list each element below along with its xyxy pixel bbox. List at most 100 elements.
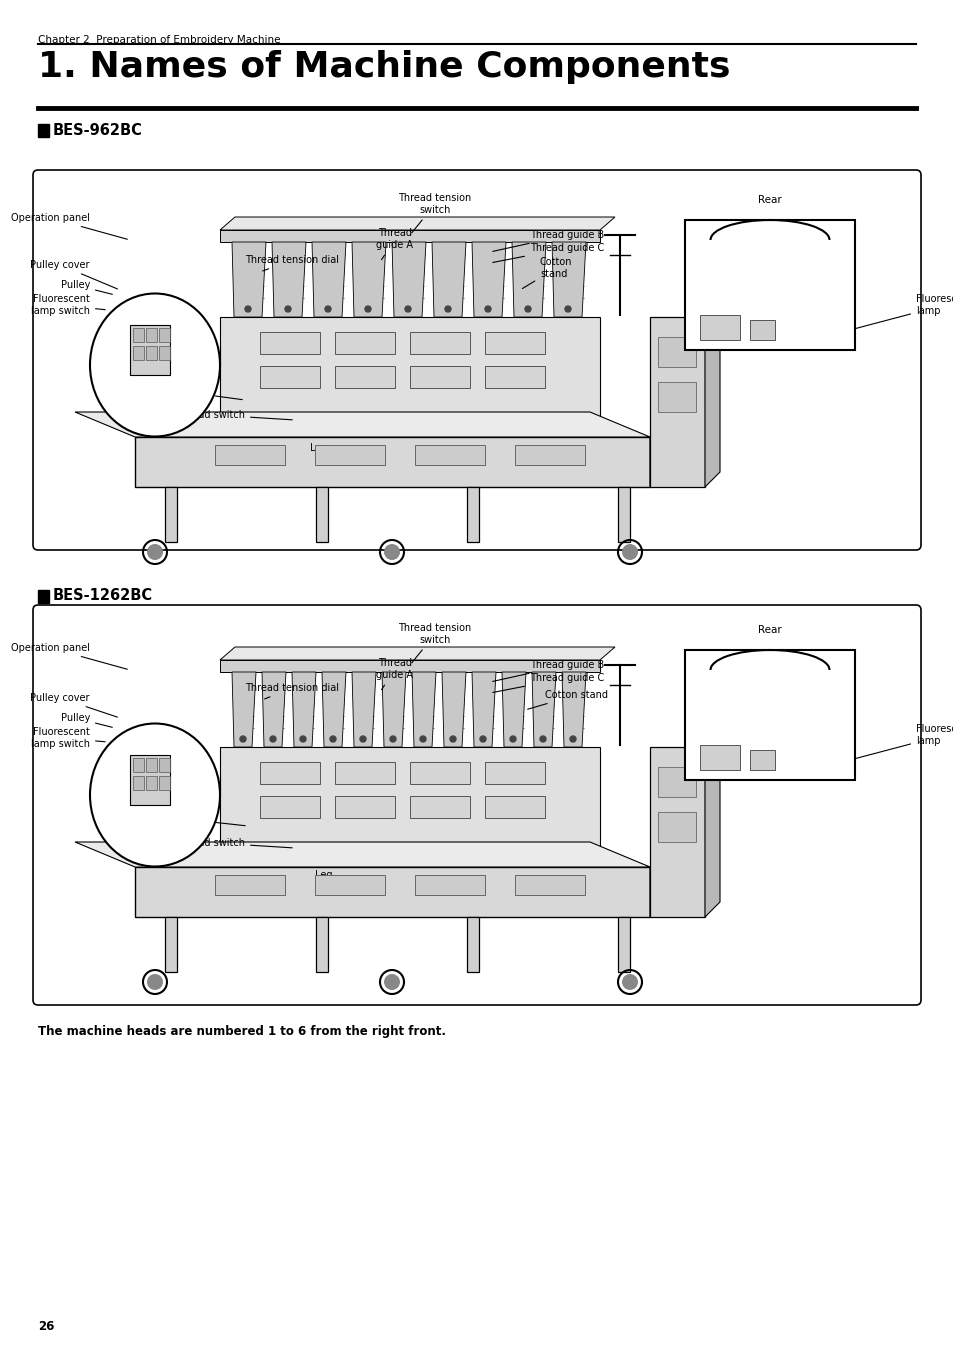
Circle shape <box>564 305 571 312</box>
Bar <box>260 762 319 784</box>
Bar <box>684 650 854 780</box>
FancyBboxPatch shape <box>33 170 920 550</box>
Bar <box>658 767 696 797</box>
Text: Control box: Control box <box>104 775 193 793</box>
Text: BES-962BC: BES-962BC <box>53 123 143 138</box>
Polygon shape <box>561 671 585 747</box>
Polygon shape <box>315 486 328 542</box>
Bar <box>415 875 484 894</box>
Text: Fluorescent
lamp: Fluorescent lamp <box>852 724 953 759</box>
Bar <box>38 124 49 136</box>
Ellipse shape <box>90 293 220 436</box>
Bar <box>484 332 544 354</box>
Circle shape <box>365 305 371 312</box>
Polygon shape <box>165 486 177 542</box>
Polygon shape <box>292 671 315 747</box>
Bar <box>415 444 484 465</box>
Bar <box>260 332 319 354</box>
Text: Head switch: Head switch <box>185 838 292 848</box>
Text: Fluorescent
lamp switch: Fluorescent lamp switch <box>30 295 105 316</box>
Text: Leg: Leg <box>314 870 333 881</box>
Polygon shape <box>220 747 599 867</box>
Text: Thread guide C: Thread guide C <box>492 243 603 262</box>
Polygon shape <box>441 671 465 747</box>
Bar <box>749 320 774 340</box>
Bar <box>410 796 470 817</box>
Polygon shape <box>392 242 426 317</box>
Bar <box>132 775 144 790</box>
Text: The machine heads are numbered 1 to 6 from the right front.: The machine heads are numbered 1 to 6 fr… <box>38 1025 446 1038</box>
Text: Cotton stand: Cotton stand <box>527 690 607 709</box>
Polygon shape <box>352 242 386 317</box>
Polygon shape <box>704 732 720 917</box>
Bar <box>159 328 170 342</box>
Polygon shape <box>704 303 720 486</box>
Bar <box>335 762 395 784</box>
Text: Pulley: Pulley <box>61 280 112 295</box>
Bar <box>214 444 285 465</box>
Circle shape <box>384 974 399 990</box>
Text: Rear: Rear <box>758 626 781 635</box>
Circle shape <box>299 736 306 742</box>
Text: Thread guide B: Thread guide B <box>492 230 603 251</box>
Circle shape <box>270 736 275 742</box>
Polygon shape <box>649 317 704 486</box>
Bar <box>515 875 584 894</box>
Bar <box>700 315 740 340</box>
Polygon shape <box>532 671 556 747</box>
Bar <box>159 775 170 790</box>
Circle shape <box>405 305 411 312</box>
Text: F table: F table <box>176 388 242 400</box>
Bar <box>146 758 157 771</box>
Polygon shape <box>220 317 599 436</box>
Bar <box>146 346 157 359</box>
Text: Thread
guide A: Thread guide A <box>376 658 413 689</box>
Polygon shape <box>220 647 615 661</box>
Bar <box>335 366 395 388</box>
Text: Thread tension
switch: Thread tension switch <box>398 623 471 663</box>
Bar <box>314 444 385 465</box>
Bar <box>684 220 854 350</box>
Text: F table: F table <box>176 815 245 825</box>
Polygon shape <box>220 218 615 230</box>
Polygon shape <box>130 755 170 805</box>
Bar <box>658 382 696 412</box>
Bar <box>658 336 696 367</box>
Bar <box>132 328 144 342</box>
Bar <box>146 328 157 342</box>
Circle shape <box>240 736 246 742</box>
Text: Thread guide B: Thread guide B <box>492 661 603 681</box>
Ellipse shape <box>90 724 220 866</box>
Polygon shape <box>272 242 306 317</box>
Polygon shape <box>472 242 505 317</box>
Bar <box>260 796 319 817</box>
Circle shape <box>325 305 331 312</box>
Bar <box>515 444 584 465</box>
Text: Thread
guide A: Thread guide A <box>376 228 413 259</box>
Polygon shape <box>135 436 649 486</box>
Polygon shape <box>232 671 255 747</box>
Polygon shape <box>472 671 496 747</box>
Polygon shape <box>552 242 585 317</box>
Text: Fluorescent
lamp: Fluorescent lamp <box>852 295 953 330</box>
Text: Operation panel: Operation panel <box>11 213 127 239</box>
Text: Head switch: Head switch <box>185 409 292 420</box>
Text: Thread tension
switch: Thread tension switch <box>398 193 471 232</box>
Polygon shape <box>432 242 465 317</box>
Circle shape <box>450 736 456 742</box>
Text: Fluorescent
lamp switch: Fluorescent lamp switch <box>30 727 105 748</box>
Polygon shape <box>315 917 328 971</box>
Text: 1. Names of Machine Components: 1. Names of Machine Components <box>38 50 730 84</box>
Bar <box>159 758 170 771</box>
Text: Control box: Control box <box>104 350 193 365</box>
Bar <box>214 875 285 894</box>
Circle shape <box>621 544 638 561</box>
Circle shape <box>510 736 516 742</box>
Polygon shape <box>262 671 286 747</box>
Text: 26: 26 <box>38 1320 54 1333</box>
Polygon shape <box>135 867 649 917</box>
Circle shape <box>444 305 451 312</box>
Text: Pulley cover: Pulley cover <box>30 693 117 717</box>
Polygon shape <box>467 486 478 542</box>
Circle shape <box>245 305 251 312</box>
